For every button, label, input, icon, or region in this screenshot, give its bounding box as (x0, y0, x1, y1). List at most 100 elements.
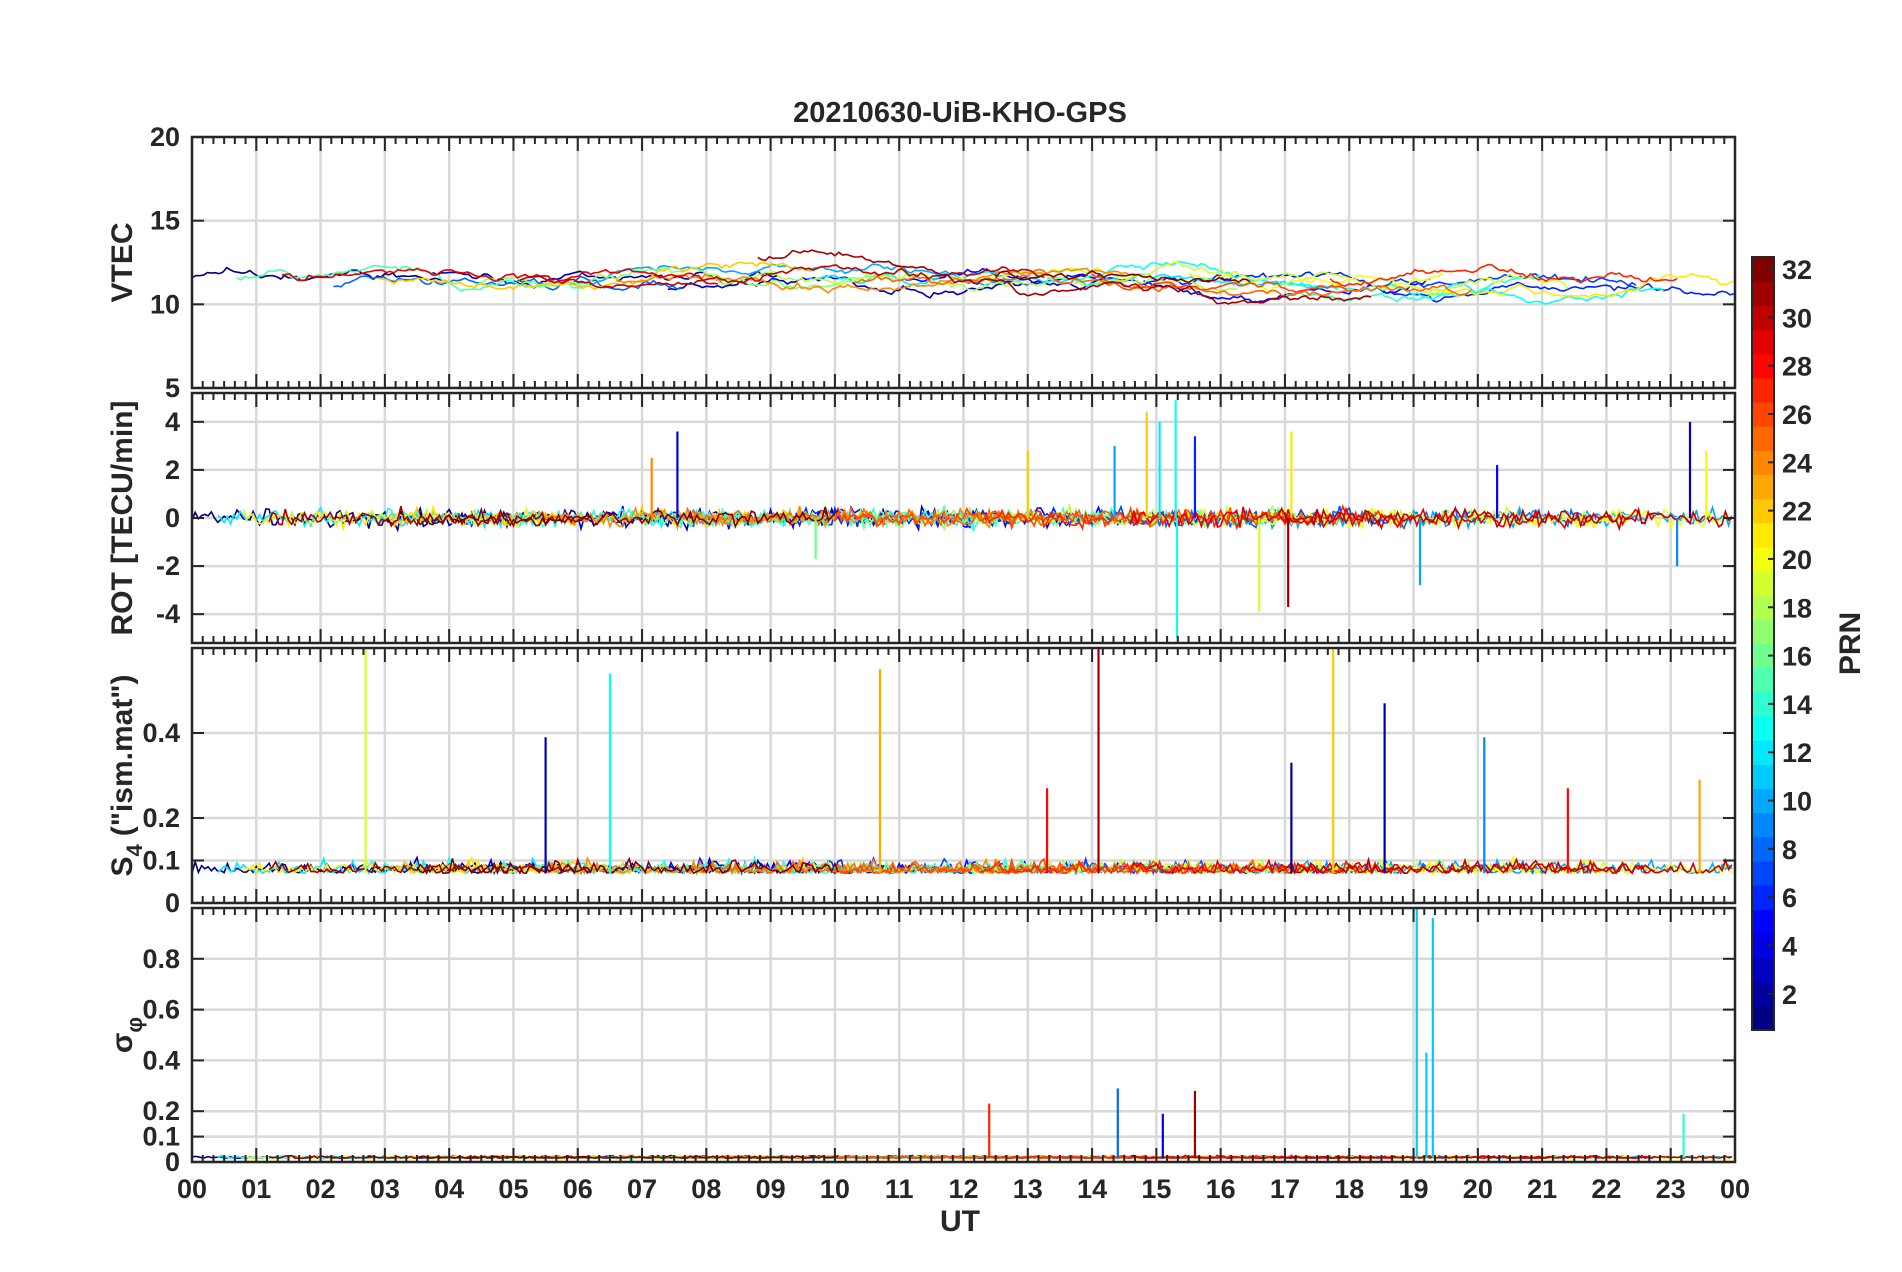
y-tick-label: -2 (156, 551, 180, 581)
series-line-prn-26 (834, 505, 1154, 531)
x-tick-label: 06 (563, 1174, 593, 1204)
series-line-prn-31 (268, 506, 592, 528)
y-tick-label: 0.2 (142, 803, 180, 833)
y-tick-label: 5 (165, 373, 180, 403)
colorbar-segment (1752, 353, 1774, 379)
x-tick-label: 05 (498, 1174, 528, 1204)
colorbar-segment (1752, 667, 1774, 693)
colorbar-segment (1752, 691, 1774, 717)
x-tick-label: 15 (1141, 1174, 1171, 1204)
colorbar-tick-label: 18 (1782, 593, 1812, 623)
colorbar-segment (1752, 643, 1774, 669)
y-axis-label-s4: S4("ism.mat") (106, 674, 147, 876)
y-tick-label: 2 (165, 455, 180, 485)
y-axis-label-sigma: σφ (106, 1017, 147, 1053)
colorbar-segment (1752, 812, 1774, 838)
colorbar-segment (1752, 377, 1774, 403)
y-tick-label: 0.4 (142, 1045, 180, 1075)
series-line-prn-30 (1278, 1154, 1733, 1160)
series-line-prn-32 (416, 856, 839, 875)
series-line-prn-30 (1277, 506, 1733, 532)
y-tick-label: 0 (165, 1147, 180, 1177)
series-line-prn-30 (1278, 856, 1733, 875)
x-tick-label: 00 (1720, 1174, 1750, 1204)
colorbar-segment (1752, 401, 1774, 427)
y-tick-label: 0.8 (142, 944, 180, 974)
x-tick-label: 23 (1656, 1174, 1686, 1204)
colorbar-segment (1752, 1005, 1774, 1031)
colorbar-tick-label: 28 (1782, 352, 1812, 382)
colorbar-segment (1752, 740, 1774, 765)
series-group (192, 400, 1733, 639)
series-line-prn-32 (416, 506, 839, 529)
x-tick-label: 00 (177, 1174, 207, 1204)
x-tick-label: 18 (1334, 1174, 1364, 1204)
y-tick-label: 0.1 (142, 846, 180, 876)
x-tick-label: 13 (1013, 1174, 1043, 1204)
series-line-prn-31 (268, 856, 591, 875)
colorbar-segment (1752, 885, 1774, 910)
colorbar-tick-label: 10 (1782, 787, 1812, 817)
colorbar-segment (1752, 329, 1774, 355)
x-tick-label: 19 (1399, 1174, 1429, 1204)
series-line-prn-22 (378, 261, 815, 291)
x-tick-label: 12 (948, 1174, 978, 1204)
colorbar-segment (1752, 619, 1774, 645)
x-tick-label: 21 (1527, 1174, 1557, 1204)
x-tick-label: 01 (241, 1174, 271, 1204)
y-tick-label: 10 (150, 289, 180, 319)
series-line-prn-26 (1091, 273, 1348, 294)
series-line-prn-26 (834, 857, 1154, 875)
y-tick-label: 0 (165, 503, 180, 533)
chart-title: 20210630-UiB-KHO-GPS (793, 97, 1127, 129)
y-tick-label: 20 (150, 122, 180, 152)
x-tick-label: 17 (1270, 1174, 1300, 1204)
y-tick-label: 4 (165, 407, 180, 437)
colorbar-segment (1752, 860, 1774, 886)
colorbar-tick-label: 32 (1782, 255, 1812, 285)
series-line-prn-20 (1188, 272, 1444, 294)
y-axis-label-vtec: VTEC (106, 222, 139, 302)
colorbar-segment (1752, 450, 1774, 476)
y-tick-label: 0.4 (142, 718, 180, 748)
x-tick-label: 03 (370, 1174, 400, 1204)
x-tick-label: 04 (434, 1174, 464, 1204)
colorbar-tick-label: 16 (1782, 642, 1812, 672)
x-axis-label: UT (940, 1205, 980, 1238)
colorbar-label: PRN (1834, 612, 1867, 675)
colorbar-tick-label: 20 (1782, 545, 1812, 575)
colorbar-segment (1752, 764, 1774, 790)
colorbar-segment (1752, 257, 1774, 282)
colorbar-segment (1752, 933, 1774, 959)
colorbar-segment (1752, 305, 1774, 331)
series-group (192, 249, 1735, 305)
colorbar-segment (1752, 571, 1774, 596)
x-tick-label: 20 (1463, 1174, 1493, 1204)
series-line-prn-30 (519, 264, 1045, 289)
colorbar-segment (1752, 426, 1774, 451)
colorbar-frame (1751, 256, 1775, 1031)
colorbar-tick-label: 6 (1782, 883, 1797, 913)
colorbar-segment (1752, 522, 1774, 548)
colorbar-segment (1752, 474, 1774, 500)
series-line-prn-19 (950, 261, 1569, 298)
x-tick-label: 22 (1591, 1174, 1621, 1204)
colorbar-tick-label: 26 (1782, 400, 1812, 430)
colorbar-tick-label: 22 (1782, 497, 1812, 527)
series-line-prn-18 (712, 270, 1238, 294)
colorbar-tick-label: 24 (1782, 448, 1812, 478)
colorbar-tick-label: 30 (1782, 303, 1812, 333)
y-tick-label: 0.2 (142, 1096, 180, 1126)
series-line-prn-27 (1329, 263, 1678, 287)
panel-rot: -4 -2 0 2 4 ROT [TECU/min] (106, 391, 1737, 645)
colorbar-segment (1752, 595, 1774, 620)
colorbar-segment (1752, 546, 1774, 572)
colorbar-segment (1752, 498, 1774, 524)
x-tick-labels: 00 01 02 03 04 05 06 07 08 09 10 11 12 13 14 15 16 17 18 19… (177, 1174, 1750, 1204)
colorbar-segment (1752, 281, 1774, 306)
x-tick-label: 11 (885, 1174, 914, 1204)
series-line-prn-29 (281, 267, 719, 285)
panel-vtec: 5 10 15 20 VTEC (106, 122, 1737, 403)
colorbar-segment (1752, 788, 1774, 814)
